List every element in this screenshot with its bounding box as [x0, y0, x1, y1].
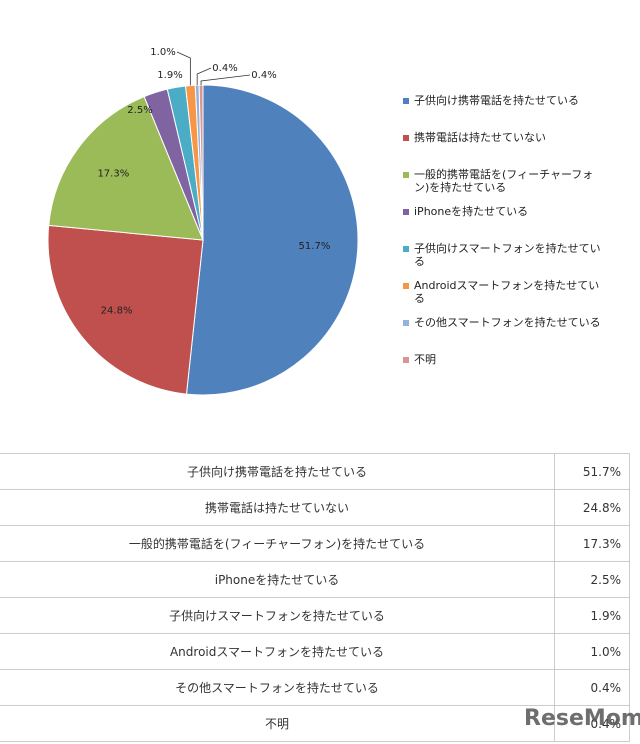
row-label: 不明: [0, 705, 555, 742]
legend-item: 一般的携帯電話を(フィーチャーフォン)を持たせている: [403, 168, 603, 205]
legend-label: 子供向けスマートフォンを持たせている: [414, 242, 601, 268]
table-row: 携帯電話は持たせていない 24.8%: [0, 489, 630, 526]
legend-swatch: [403, 357, 409, 363]
data-label: 0.4%: [212, 63, 237, 74]
row-value: 1.9%: [554, 597, 630, 634]
row-label: その他スマートフォンを持たせている: [0, 669, 555, 706]
row-value: 17.3%: [554, 525, 630, 562]
table-row: 一般的携帯電話を(フィーチャーフォン)を持たせている 17.3%: [0, 525, 630, 562]
pie-slice: [47, 224, 204, 395]
data-table: 子供向け携帯電話を持たせている 51.7% 携帯電話は持たせていない 24.8% 一般的…: [0, 453, 630, 742]
legend-swatch: [403, 283, 409, 289]
row-value: 0.4%: [554, 669, 630, 706]
table-row: 子供向け携帯電話を持たせている 51.7%: [0, 453, 630, 490]
legend-item: 子供向けスマートフォンを持たせている: [403, 242, 603, 279]
leader-line: [176, 51, 191, 86]
legend-swatch: [403, 98, 409, 104]
row-label: 子供向け携帯電話を持たせている: [0, 453, 555, 490]
row-label: 一般的携帯電話を(フィーチャーフォン)を持たせている: [0, 525, 555, 562]
legend-swatch: [403, 209, 409, 215]
row-label: iPhoneを持たせている: [0, 561, 555, 598]
legend-item: その他スマートフォンを持たせている: [403, 316, 603, 353]
legend: 子供向け携帯電話を持たせている 携帯電話は持たせていない一般的携帯電話を(フィーチ…: [403, 94, 603, 390]
legend-label: 子供向け携帯電話を持たせている: [414, 94, 579, 107]
row-value: 0.4%: [554, 705, 630, 742]
legend-item: 子供向け携帯電話を持たせている: [403, 94, 603, 131]
legend-label: その他スマートフォンを持たせている: [414, 316, 601, 329]
table-row: 不明 0.4%: [0, 705, 630, 742]
table-row: 子供向けスマートフォンを持たせている 1.9%: [0, 597, 630, 634]
row-label: 子供向けスマートフォンを持たせている: [0, 597, 555, 634]
pie-slice: [185, 84, 359, 396]
data-label: 1.9%: [157, 70, 182, 81]
pie-chart: 51.7% 24.8% 17.3% 2.5% 1.9% 1.0% 0.4% 0.4%: [47, 47, 359, 396]
legend-swatch: [403, 172, 409, 178]
data-label: 1.0%: [150, 47, 175, 58]
legend-label: Androidスマートフォンを持たせている: [414, 279, 600, 305]
pie-slice: [198, 84, 204, 241]
table-row: Androidスマートフォンを持たせている 1.0%: [0, 633, 630, 670]
legend-item: Androidスマートフォンを持たせている: [403, 279, 603, 316]
legend-label: 一般的携帯電話を(フィーチャーフォン)を持たせている: [414, 168, 594, 194]
row-value: 2.5%: [554, 561, 630, 598]
row-value: 24.8%: [554, 489, 630, 526]
legend-item: 不明: [403, 353, 603, 390]
leader-line: [200, 74, 251, 86]
row-value: 51.7%: [554, 453, 630, 490]
legend-label: 不明: [414, 353, 436, 366]
row-label: Androidスマートフォンを持たせている: [0, 633, 555, 670]
legend-label: 携帯電話は持たせていない: [414, 131, 546, 144]
legend-swatch: [403, 320, 409, 326]
data-label: 24.8%: [101, 306, 133, 317]
legend-item: 携帯電話は持たせていない: [403, 131, 603, 168]
leader-line: [196, 67, 212, 86]
data-label: 2.5%: [127, 105, 152, 116]
legend-label: iPhoneを持たせている: [414, 205, 529, 218]
pie-slice: [48, 95, 204, 241]
data-label: 17.3%: [97, 169, 129, 180]
legend-swatch: [403, 246, 409, 252]
table-row: その他スマートフォンを持たせている 0.4%: [0, 669, 630, 706]
legend-item: iPhoneを持たせている: [403, 205, 603, 242]
legend-swatch: [403, 135, 409, 141]
data-label: 51.7%: [299, 241, 331, 252]
watermark: ReseMom: [524, 706, 640, 731]
data-label: 0.4%: [251, 70, 276, 81]
table-row: iPhoneを持たせている 2.5%: [0, 561, 630, 598]
row-label: 携帯電話は持たせていない: [0, 489, 555, 526]
row-value: 1.0%: [554, 633, 630, 670]
